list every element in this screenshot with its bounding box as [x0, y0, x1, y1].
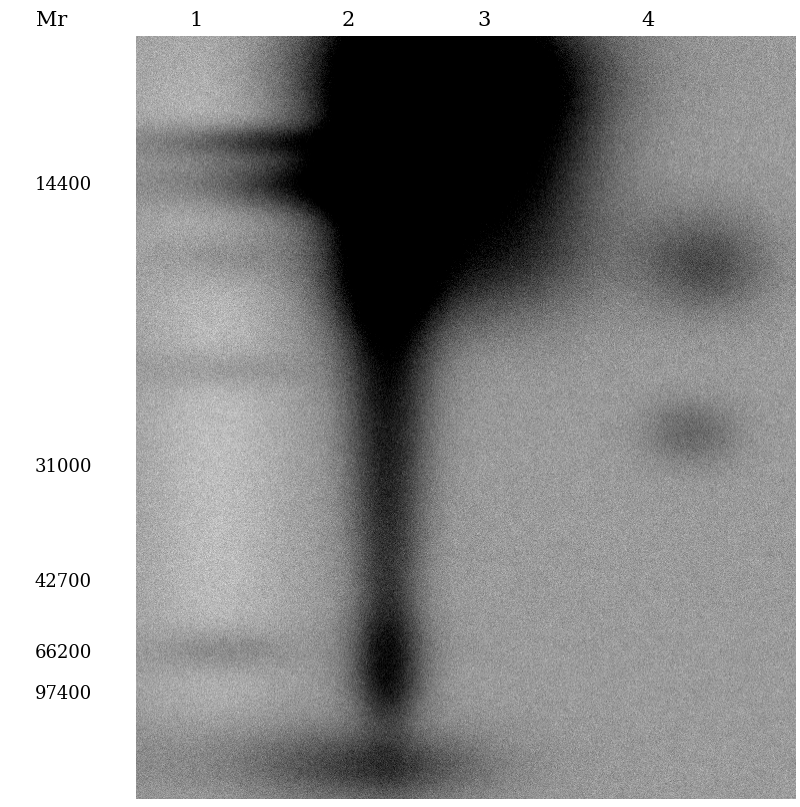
Text: 66200: 66200	[34, 643, 92, 662]
Text: 42700: 42700	[35, 573, 92, 591]
Text: 31000: 31000	[34, 458, 92, 476]
Text: 4: 4	[642, 10, 654, 30]
Text: 3: 3	[478, 10, 490, 30]
Text: Mr: Mr	[36, 10, 68, 30]
Text: 14400: 14400	[34, 176, 92, 194]
Text: 1: 1	[190, 10, 202, 30]
Text: 97400: 97400	[34, 684, 92, 703]
Text: 2: 2	[342, 10, 354, 30]
